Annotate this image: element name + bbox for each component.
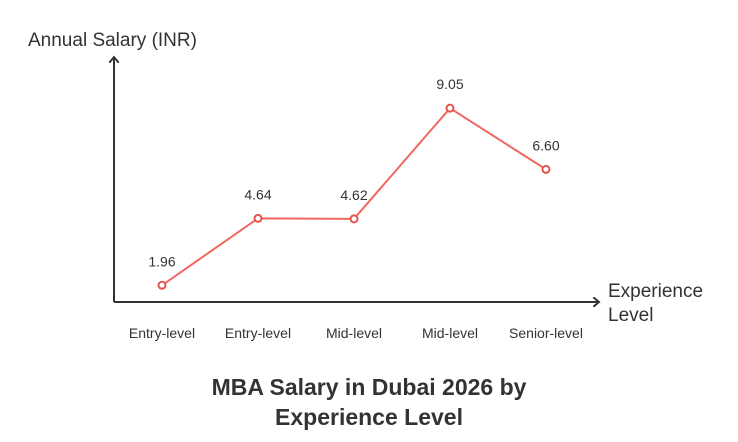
x-axis-title-line-1: Experience (608, 281, 703, 302)
data-point-4 (445, 103, 455, 113)
data-label-1: 1.96 (148, 253, 175, 269)
data-points (157, 103, 551, 290)
x-axis-title: Experience Level (608, 281, 708, 326)
y-axis-title: Annual Salary (INR) (28, 30, 197, 51)
x-tick-label-2: Entry-level (225, 325, 291, 341)
data-labels: 1.96 4.64 4.62 9.05 6.60 (148, 76, 559, 269)
x-tick-labels: Entry-level Entry-level Mid-level Mid-level… (129, 325, 583, 341)
x-tick-label-1: Entry-level (129, 325, 195, 341)
data-point-1 (157, 280, 167, 290)
data-label-4: 9.05 (436, 76, 463, 92)
chart-title: MBA Salary in Dubai 2026 by Experience L… (0, 372, 738, 432)
x-axis-title-line-2: Level (608, 305, 653, 326)
x-tick-label-4: Mid-level (422, 325, 478, 341)
chart-title-line-1: MBA Salary in Dubai 2026 by (211, 374, 527, 400)
data-label-5: 6.60 (532, 137, 559, 153)
data-point-3 (349, 214, 359, 224)
x-tick-label-5: Senior-level (509, 325, 583, 341)
data-label-3: 4.62 (340, 187, 367, 203)
data-label-2: 4.64 (244, 186, 271, 202)
data-point-2 (253, 213, 263, 223)
chart-title-line-2: Experience Level (275, 404, 463, 430)
line-chart-svg: Annual Salary (INR) Experience Level 1.9… (28, 30, 708, 341)
data-point-5 (541, 164, 551, 174)
x-tick-label-3: Mid-level (326, 325, 382, 341)
